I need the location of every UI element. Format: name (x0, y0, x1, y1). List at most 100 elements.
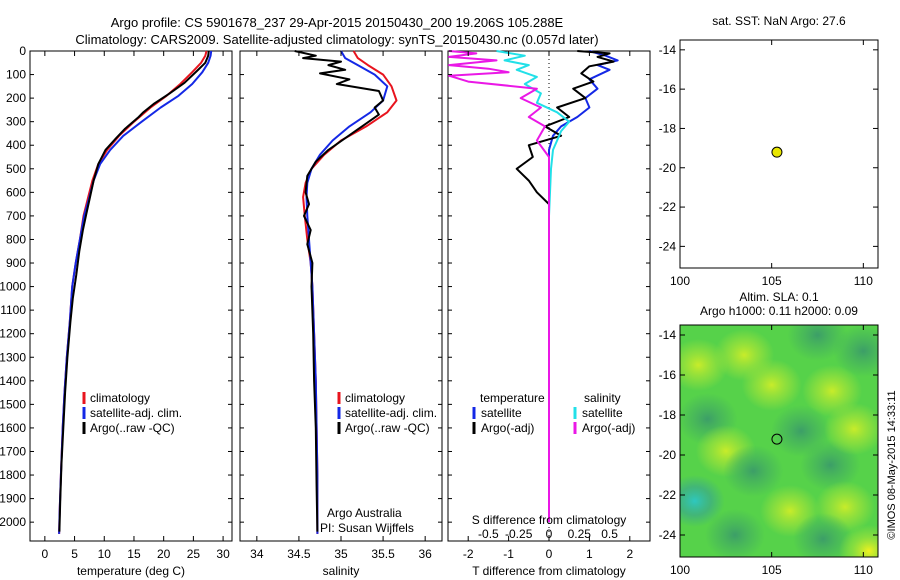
y-tick-label: 300 (6, 115, 26, 129)
top-tick-label: -0.25 (505, 527, 533, 541)
x-tick-label: 0 (42, 547, 49, 561)
map-y-tick-label: -20 (659, 448, 677, 462)
y-tick-label: 400 (6, 138, 26, 152)
map-x-tick-label: 105 (762, 563, 782, 577)
legend-header-temperature: temperature (480, 391, 545, 405)
legend-label-argo: Argo(..raw -QC) (90, 421, 175, 435)
difference-legend: temperature salinity satellite Argo(-adj… (472, 391, 635, 435)
series-line-temperature-argo-adj- (515, 50, 615, 523)
legend-label-satellite: satellite-adj. clim. (90, 406, 182, 420)
y-tick-label: 200 (6, 91, 26, 105)
temperature-xlabel: temperature (deg C) (77, 564, 185, 578)
salinity-annotation-line2: PI: Susan Wijffels (320, 521, 414, 535)
series-line-salinity-argo-adj- (448, 50, 550, 523)
map-y-tick-label: -14 (659, 43, 677, 57)
map-x-tick-label: 100 (670, 274, 690, 288)
x-tick-label: 36 (418, 547, 432, 561)
sla-map-plot: 100 105 110 -14 -16 -18 -20 -22 -24 (659, 324, 879, 577)
top-tick-label: -0.5 (478, 527, 499, 541)
salinity-panel-frame (239, 50, 443, 542)
y-tick-label: 2000 (0, 515, 26, 529)
x-tick-label: 0 (546, 547, 553, 561)
y-tick-label: 1600 (0, 421, 26, 435)
legend-label-climatology: climatology (345, 391, 405, 405)
sla-blob (793, 513, 853, 557)
series-line-satellite-adj-clim- (305, 50, 389, 534)
figure-title-line2: Climatology: CARS2009. Satellite-adjuste… (75, 32, 598, 47)
sla-blob (787, 325, 848, 361)
y-tick-label: 1900 (0, 492, 26, 506)
y-tick-label: 1300 (0, 350, 26, 364)
top-tick-label: 0.25 (568, 527, 592, 541)
sla-blob (824, 403, 878, 455)
map-y-tick-label: -22 (659, 200, 677, 214)
y-tick-label: 800 (6, 232, 26, 246)
figure-title-line1: Argo profile: CS 5901678_237 29-Apr-2015… (111, 15, 564, 30)
series-line-argo-raw-qc- (58, 50, 210, 532)
y-tick-label: 0 (19, 44, 26, 58)
y-tick-label: 1800 (0, 468, 26, 482)
sla-blob (680, 475, 725, 527)
x-tick-label: 2 (626, 547, 633, 561)
sla-blob (705, 509, 765, 557)
y-tick-label: 100 (6, 68, 26, 82)
salinity-plot: 34 34.5 35 35.5 36 (240, 50, 442, 561)
x-tick-label: -2 (463, 547, 474, 561)
x-tick-label: 10 (98, 547, 112, 561)
series-line-salinity-satellite (496, 50, 571, 523)
location-map-title: sat. SST: NaN Argo: 27.6 (712, 14, 846, 28)
series-line-argo-raw-qc- (294, 50, 385, 532)
y-tick-label: 500 (6, 162, 26, 176)
temperature-plot: 0 5 10 15 20 25 300100200300400500600700800900… (0, 44, 232, 561)
salinity-legend: climatology satellite-adj. clim. Argo(..… (337, 391, 437, 435)
legend-label-argo: Argo(..raw -QC) (345, 421, 430, 435)
y-tick-label: 1400 (0, 374, 26, 388)
argo-location-marker (771, 433, 783, 445)
map-y-tick-label: -16 (659, 82, 677, 96)
map-x-tick-label: 100 (670, 563, 690, 577)
map-x-tick-label: 110 (854, 274, 873, 288)
map-border (679, 324, 879, 558)
x-tick-label: 20 (157, 547, 171, 561)
sla-blob (838, 525, 878, 557)
y-tick-label: 1500 (0, 397, 26, 411)
x-tick-label: 34 (250, 547, 264, 561)
map-y-tick-label: -20 (659, 161, 677, 175)
sla-map-title-line1: Altim. SLA: 0.1 (739, 290, 819, 304)
y-tick-label: 900 (6, 256, 26, 270)
legend-label-temp-argo: Argo(-adj) (481, 421, 534, 435)
map-y-tick-label: -14 (659, 328, 677, 342)
y-tick-label: 1700 (0, 444, 26, 458)
legend-label-climatology: climatology (90, 391, 150, 405)
sla-field (680, 325, 878, 557)
y-tick-label: 700 (6, 209, 26, 223)
imos-watermark: ©IMOS 08-May-2015 14:33:11 (886, 390, 898, 539)
temperature-legend: climatology satellite-adj. clim. Argo(..… (82, 391, 182, 435)
sla-map-title-line2: Argo h1000: 0.11 h2000: 0.09 (700, 304, 858, 318)
sla-blob (741, 359, 802, 411)
legend-label-satellite: satellite-adj. clim. (345, 406, 437, 420)
map-border (679, 39, 879, 269)
salinity-annotation-line1: Argo Australia (327, 506, 402, 520)
x-tick-label: 5 (71, 547, 78, 561)
map-y-tick-label: -22 (659, 488, 677, 502)
y-tick-label: 1000 (0, 280, 26, 294)
y-tick-label: 1200 (0, 327, 26, 341)
map-y-tick-label: -18 (659, 408, 677, 422)
difference-xlabel: T difference from climatology (472, 564, 626, 578)
sla-blob (680, 339, 729, 391)
legend-label-sal-satellite: satellite (582, 406, 623, 420)
map-x-tick-label: 105 (762, 274, 782, 288)
difference-top-axis-label: S difference from climatology (472, 513, 627, 527)
legend-label-sal-argo: Argo(-adj) (582, 421, 635, 435)
map-y-tick-label: -18 (659, 121, 677, 135)
argo-location-marker (771, 146, 783, 158)
top-tick-label: 0.5 (601, 527, 618, 541)
x-tick-label: 1 (586, 547, 593, 561)
sla-blob (723, 445, 784, 497)
x-tick-label: 25 (187, 547, 201, 561)
map-y-tick-label: -24 (659, 528, 677, 542)
x-tick-label: 30 (216, 547, 230, 561)
map-y-tick-label: -16 (659, 368, 677, 382)
temperature-panel-frame (29, 50, 233, 542)
